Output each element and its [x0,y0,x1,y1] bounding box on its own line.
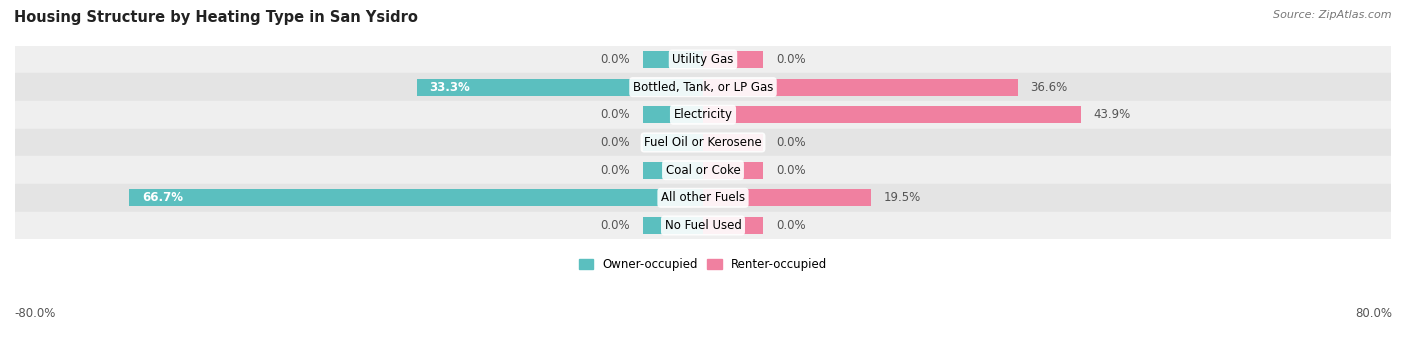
Bar [129,189,703,206]
Text: 66.7%: 66.7% [142,191,183,204]
Bar [643,134,703,151]
Bar [643,51,703,68]
Text: 0.0%: 0.0% [776,164,806,176]
Bar [703,106,1081,123]
Bar [15,156,1391,184]
Bar [703,189,870,206]
Bar [15,101,1391,129]
Text: 19.5%: 19.5% [883,191,921,204]
Text: Bottled, Tank, or LP Gas: Bottled, Tank, or LP Gas [633,81,773,94]
Text: Housing Structure by Heating Type in San Ysidro: Housing Structure by Heating Type in San… [14,10,418,25]
Legend: Owner-occupied, Renter-occupied: Owner-occupied, Renter-occupied [574,254,832,276]
Text: Coal or Coke: Coal or Coke [665,164,741,176]
Bar [15,129,1391,156]
Bar [15,211,1391,239]
Bar [15,73,1391,101]
Text: Source: ZipAtlas.com: Source: ZipAtlas.com [1274,10,1392,20]
Text: 36.6%: 36.6% [1031,81,1069,94]
Text: 0.0%: 0.0% [776,53,806,66]
Bar [703,51,763,68]
Bar [643,106,703,123]
Text: -80.0%: -80.0% [14,307,55,320]
Text: Utility Gas: Utility Gas [672,53,734,66]
Bar [703,134,763,151]
Bar [703,162,763,179]
Bar [416,79,703,96]
Text: 0.0%: 0.0% [776,136,806,149]
Text: 33.3%: 33.3% [429,81,470,94]
Bar [643,217,703,234]
Text: 0.0%: 0.0% [600,108,630,121]
Text: 43.9%: 43.9% [1094,108,1130,121]
Text: 0.0%: 0.0% [776,219,806,232]
Text: All other Fuels: All other Fuels [661,191,745,204]
Text: 0.0%: 0.0% [600,164,630,176]
Text: Fuel Oil or Kerosene: Fuel Oil or Kerosene [644,136,762,149]
Bar [703,217,763,234]
Text: 0.0%: 0.0% [600,53,630,66]
Text: 0.0%: 0.0% [600,136,630,149]
Text: No Fuel Used: No Fuel Used [665,219,741,232]
Bar [703,79,1018,96]
Text: 80.0%: 80.0% [1355,307,1392,320]
Bar [643,162,703,179]
Text: Electricity: Electricity [673,108,733,121]
Bar [15,184,1391,211]
Bar [15,46,1391,73]
Text: 0.0%: 0.0% [600,219,630,232]
